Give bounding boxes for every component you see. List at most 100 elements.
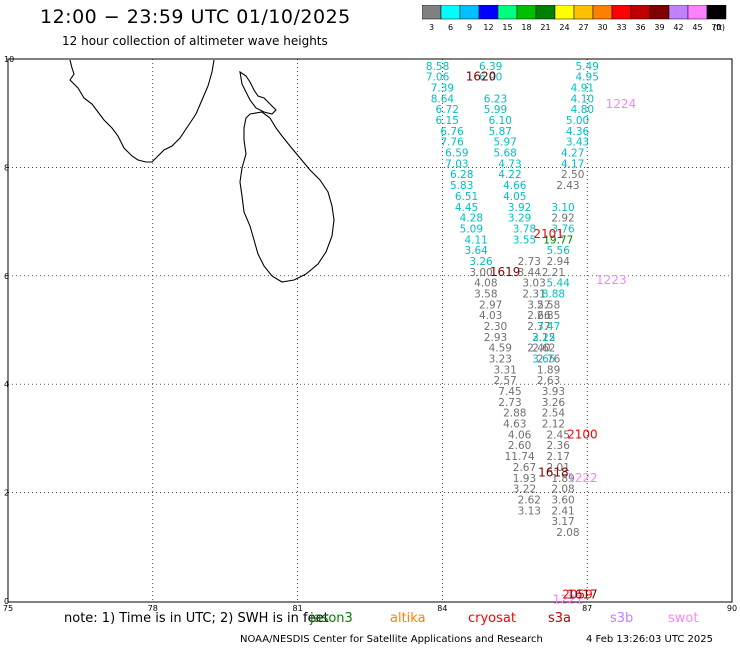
wave-height-value: 7.39 [431,83,454,95]
pass-time-label: 1619 [490,265,521,279]
wave-height-value: 6.10 [489,115,512,127]
wave-height-value: 3.00 [469,267,492,279]
color-scale-unit: (ft) [713,23,725,32]
wave-height-value: 2.62 [532,343,555,355]
color-swatch [573,5,594,20]
satellite-legend-s3a: s3a [548,611,572,626]
color-swatch [478,5,499,20]
x-tick-label: 84 [437,604,447,613]
credit-line: NOAA/NESDIS Center for Satellite Applica… [240,634,543,645]
wave-height-value: 4.59 [489,343,512,355]
y-tick-label: 0 [4,597,9,606]
wave-height-value: 2.58 [537,299,560,311]
wave-height-value: 6.90 [479,72,502,84]
wave-height-value: 2.93 [484,332,507,344]
x-tick-label: 87 [582,604,592,613]
color-scale-legend: 3 6 9 12 15 18 21 24 27 30 33 36 39 42 45 70(ft) [422,5,727,32]
wave-height-value: 2.01 [547,462,570,474]
color-scale-swatches [422,5,727,20]
wave-height-value: 2.21 [542,267,565,279]
satellite-legend-cryosat: cryosat [468,611,516,626]
color-swatch [422,5,442,20]
wave-height-value: 4.06 [508,429,532,441]
wave-height-value: 3.55 [513,234,536,246]
color-scale-label: 9 [467,23,472,32]
wave-height-value: 2.50 [561,169,584,181]
wave-height-value: 3.43 [566,137,589,149]
color-scale-labels: 3 6 9 12 15 18 21 24 27 30 33 36 39 42 45 70(ft) [429,23,725,32]
wave-height-value: 4.28 [460,213,483,225]
wave-height-value: 4.63 [503,419,526,431]
wave-height-value: 1.89 [551,473,574,485]
wave-height-value: 5.49 [576,61,599,73]
color-swatch [706,5,727,20]
wave-height-value: 6.76 [440,126,464,138]
map-subtitle: 12 hour collection of altimeter wave hei… [62,34,328,48]
wave-height-value: 3.60 [551,494,574,506]
satellite-legend-altika: altika [390,611,426,626]
pass-time-label: 1224 [606,97,637,111]
wave-height-value: 6.51 [455,191,478,203]
wave-height-value: 3.25 [532,332,555,344]
wave-height-value: 7.03 [445,158,468,170]
wave-height-value: 6.59 [445,148,468,160]
color-swatch [516,5,537,20]
wave-height-value: 2.76 [537,354,561,366]
wave-height-value: 2.41 [551,505,574,517]
pass-time-label: 1222 [567,471,598,485]
wave-height-value: 19.77 [543,234,573,246]
sri-lanka-island [239,111,335,283]
color-swatch [611,5,632,20]
wave-height-value: 3.26 [542,397,566,409]
y-tick-labels: 0 2 4 6 8 10 [4,55,14,606]
wave-height-value: 3.29 [508,213,531,225]
wave-height-value: 4.22 [498,169,521,181]
y-tick-label: 2 [4,489,9,498]
y-tick-label: 8 [4,163,9,172]
color-scale-label: 12 [483,23,493,32]
wave-height-value: 2.73 [518,256,541,268]
wave-height-value: 2.45 [547,429,570,441]
wave-height-value: 3.03 [522,278,545,290]
grid-lines [8,59,732,601]
wave-height-value: 2.92 [551,213,574,225]
color-swatch [535,5,556,20]
wave-height-value: 6.15 [436,115,459,127]
wave-height-value: 2.08 [556,527,579,539]
color-scale-label: 36 [635,23,645,32]
wave-height-value: 4.66 [503,180,527,192]
y-tick-label: 4 [4,380,9,389]
color-scale-label: 39 [654,23,664,32]
wave-height-value: 4.11 [464,234,487,246]
wave-height-value: 3.22 [513,484,536,496]
color-swatch [630,5,651,20]
pass-time-label: 2101 [533,227,564,241]
wave-height-value: 3.57 [527,299,550,311]
color-swatch [687,5,708,20]
map-frame [7,58,733,603]
satellite-legend-jason3: jason3 [310,611,353,626]
wave-height-value: 2.36 [547,440,571,452]
wave-height-value: 5.44 [547,278,571,290]
wave-height-value: 4.73 [498,158,521,170]
x-tick-label: 81 [293,604,303,613]
wave-height-value: 3.31 [493,364,516,376]
wave-height-value: 6.72 [436,104,459,116]
color-scale-label: 18 [521,23,531,32]
x-tick-label: 90 [727,604,737,613]
y-tick-label: 10 [4,55,14,64]
wave-height-value: 4.95 [576,72,599,84]
generation-timestamp: 4 Feb 13:26:03 UTC 2025 [586,634,713,645]
color-scale-label: 15 [502,23,512,32]
color-scale-label: 33 [616,23,626,32]
wave-height-value: 2.43 [556,180,579,192]
wave-height-value: 8.88 [542,288,565,300]
sri-lanka-coastline [69,59,335,283]
color-scale-label: 45 [692,23,702,32]
wave-height-value: 3.92 [508,202,531,214]
pass-time-label: 1223 [596,273,627,287]
wave-height-value: 5.68 [493,148,516,160]
wave-height-value: 3.44 [518,267,542,279]
color-swatch [649,5,670,20]
